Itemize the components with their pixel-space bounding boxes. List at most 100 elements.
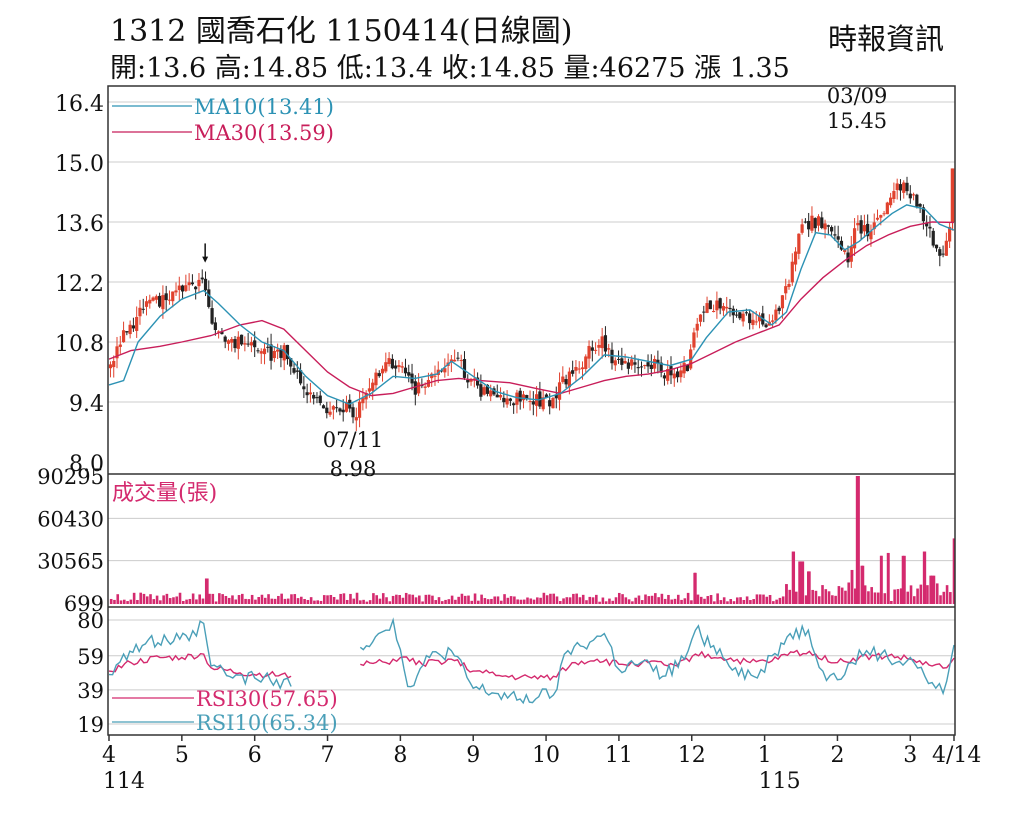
candle-body bbox=[938, 249, 942, 256]
volume-bar bbox=[421, 601, 424, 604]
volume-bar bbox=[565, 597, 569, 604]
candle-body bbox=[734, 314, 739, 316]
candle-body bbox=[885, 202, 889, 215]
volume-bar bbox=[378, 598, 382, 604]
candle-body bbox=[305, 392, 309, 396]
volume-bar bbox=[385, 597, 388, 604]
candle-body bbox=[859, 220, 863, 234]
volume-bar bbox=[306, 599, 310, 604]
volume-bar bbox=[493, 596, 497, 604]
volume-bar bbox=[923, 551, 927, 604]
candle-body bbox=[950, 168, 955, 222]
candle-body bbox=[125, 331, 129, 333]
volume-bar bbox=[362, 599, 365, 604]
volume-bar bbox=[434, 600, 438, 604]
candle-body bbox=[639, 366, 644, 368]
volume-bar bbox=[585, 600, 588, 604]
x-tick-label: 3 bbox=[903, 743, 917, 768]
volume-bar bbox=[175, 596, 179, 604]
volume-bar bbox=[604, 601, 608, 604]
volume-bar bbox=[342, 593, 346, 604]
x-tick-label: 2 bbox=[830, 743, 844, 768]
candle-body bbox=[544, 394, 549, 398]
candle-body bbox=[636, 367, 640, 369]
candle-body bbox=[239, 334, 244, 345]
candle-body bbox=[577, 368, 581, 370]
candle-body bbox=[154, 296, 158, 300]
volume-bar bbox=[506, 597, 510, 604]
candle-body bbox=[272, 351, 276, 359]
candle-body bbox=[613, 360, 617, 366]
x-tick-label: 11 bbox=[605, 743, 633, 768]
volume-bar bbox=[303, 598, 306, 604]
candle-body bbox=[551, 398, 555, 409]
candle-body bbox=[459, 360, 463, 362]
candle-body bbox=[161, 295, 165, 310]
candle-body bbox=[423, 386, 427, 388]
legend-label: RSI10(65.34) bbox=[196, 711, 338, 735]
volume-bar bbox=[460, 593, 464, 604]
annotation-value: 8.98 bbox=[330, 457, 377, 481]
volume-bar bbox=[794, 591, 798, 604]
volume-bar bbox=[139, 592, 142, 604]
candle-body bbox=[584, 356, 588, 369]
candle-body bbox=[741, 313, 745, 322]
volume-bar bbox=[853, 588, 857, 604]
candle-body bbox=[728, 307, 732, 310]
volume-bar bbox=[132, 592, 136, 604]
candle-body bbox=[554, 394, 558, 399]
volume-bar bbox=[149, 594, 152, 604]
volume-bar bbox=[109, 598, 113, 604]
candle-body bbox=[443, 368, 447, 373]
volume-bar bbox=[801, 561, 805, 604]
volume-bar bbox=[218, 593, 221, 604]
candle-body bbox=[128, 324, 132, 335]
volume-bar bbox=[847, 582, 851, 604]
candle-body bbox=[905, 182, 909, 192]
volume-bar bbox=[850, 569, 854, 604]
candle-body bbox=[489, 390, 493, 397]
candle-body bbox=[220, 331, 224, 335]
candle-body bbox=[262, 348, 267, 355]
volume-bar bbox=[876, 592, 880, 604]
candle-body bbox=[479, 384, 483, 397]
candle-body bbox=[167, 299, 172, 301]
volume-bar bbox=[250, 594, 254, 604]
volume-bar bbox=[827, 591, 831, 604]
candle-body bbox=[512, 403, 516, 406]
candle-body bbox=[210, 308, 214, 324]
volume-bar bbox=[119, 600, 123, 604]
volume-bar bbox=[903, 555, 906, 604]
candle-body bbox=[574, 366, 578, 371]
volume-bar bbox=[890, 600, 893, 604]
volume-tick-label: 60430 bbox=[37, 507, 104, 531]
candle-body bbox=[610, 349, 614, 364]
volume-bar bbox=[388, 601, 392, 604]
candle-body bbox=[403, 367, 408, 374]
candle-body bbox=[748, 313, 752, 324]
volume-bar bbox=[699, 596, 703, 604]
volume-bar bbox=[781, 596, 785, 604]
candle-body bbox=[567, 371, 571, 388]
rsi-tick-label: 59 bbox=[77, 645, 104, 669]
volume-bar bbox=[359, 600, 362, 604]
volume-bar bbox=[867, 591, 870, 604]
volume-bar bbox=[799, 561, 803, 604]
candle-body bbox=[453, 359, 457, 362]
year-label: 114 bbox=[103, 769, 145, 794]
candle-body bbox=[862, 225, 867, 232]
volume-bar bbox=[912, 596, 916, 604]
candle-body bbox=[397, 365, 401, 367]
candle-body bbox=[279, 349, 283, 358]
volume-bar bbox=[929, 575, 932, 604]
volume-bar bbox=[345, 599, 349, 604]
candle-body bbox=[807, 220, 811, 230]
volume-bar bbox=[499, 600, 503, 604]
volume-bar bbox=[450, 595, 454, 604]
candle-body bbox=[643, 365, 647, 367]
candle-body bbox=[407, 372, 411, 376]
volume-bar bbox=[624, 597, 628, 604]
candle-body bbox=[879, 215, 883, 218]
volume-bar bbox=[431, 595, 434, 604]
candle-body bbox=[256, 350, 260, 352]
